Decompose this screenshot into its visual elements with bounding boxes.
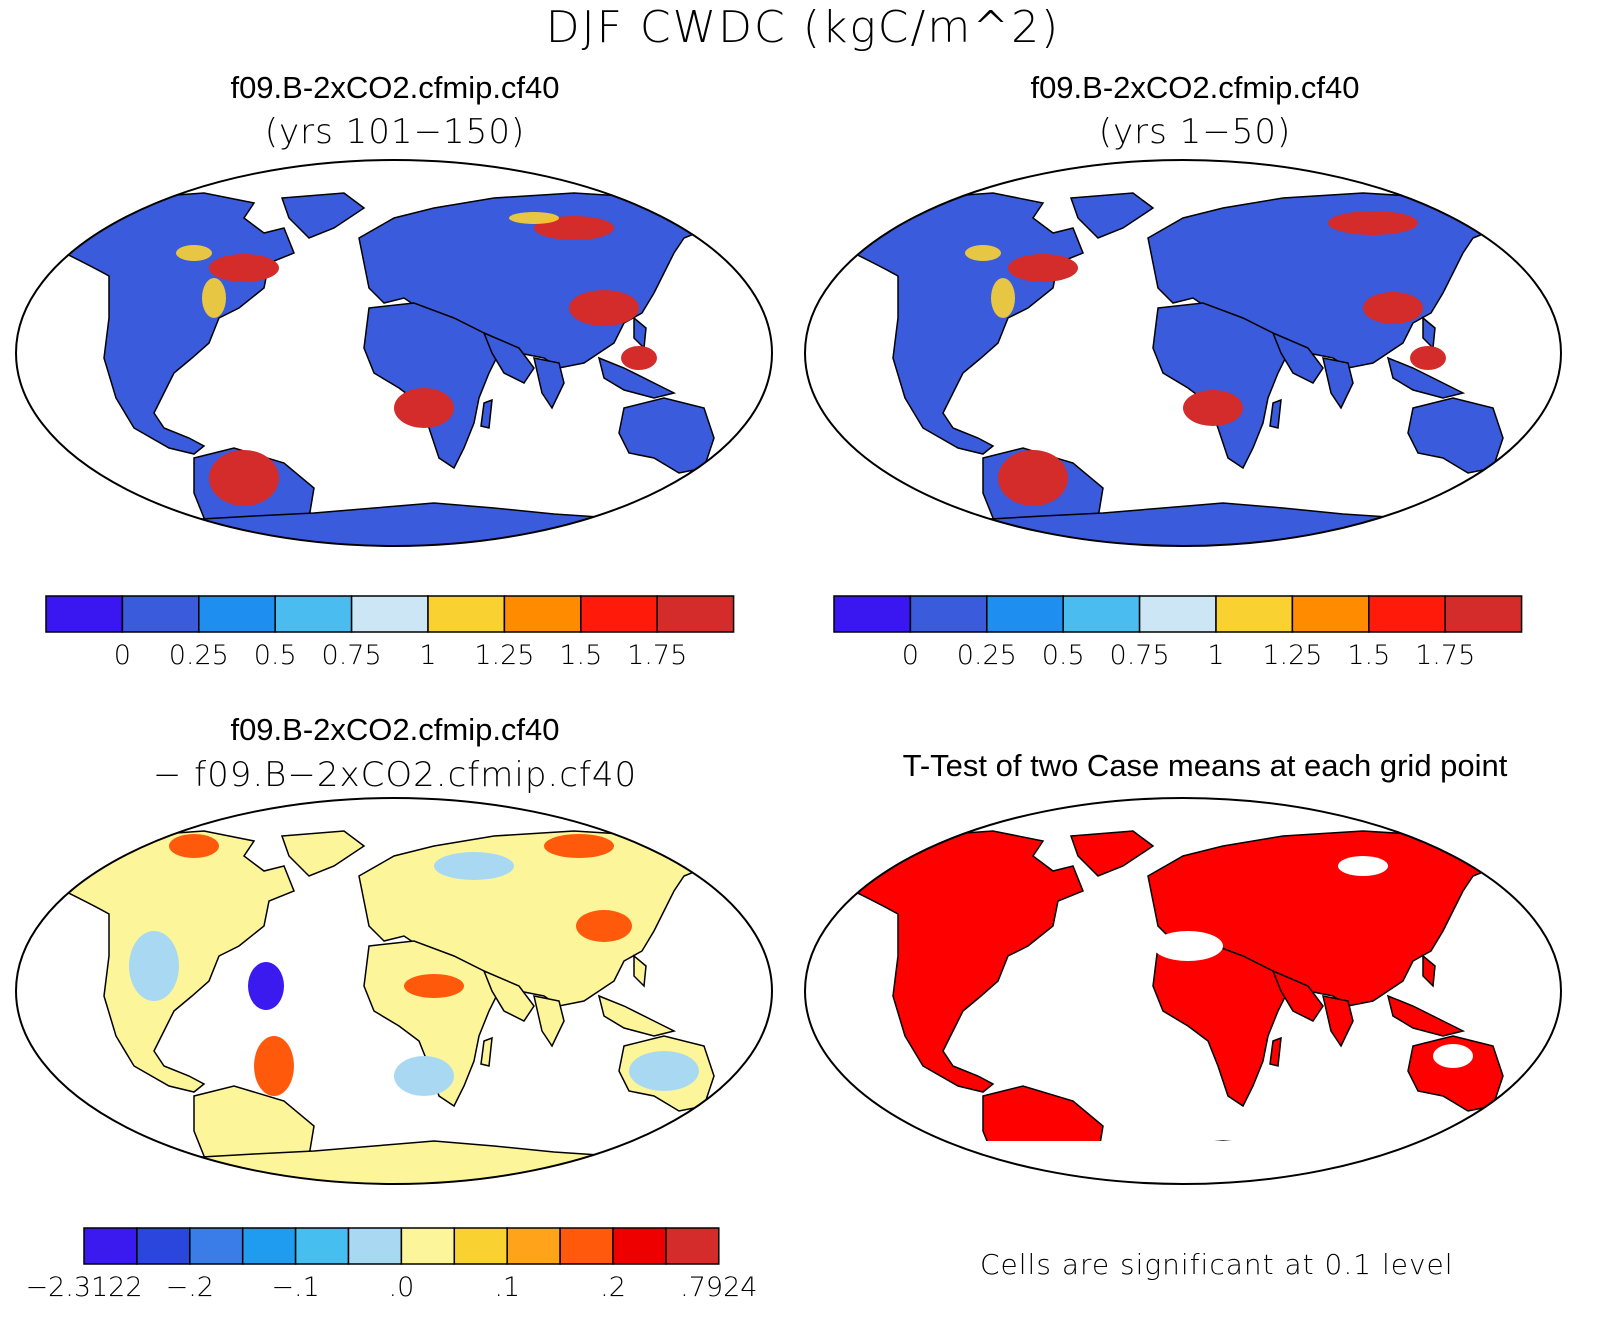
colorbar-tick-label: 1 — [419, 640, 436, 671]
colorbar-swatch — [274, 595, 353, 633]
map-bottom-right-significance — [804, 797, 1562, 1185]
colorbar-swatch — [986, 595, 1064, 633]
map-top-left — [15, 159, 773, 547]
colorbar-swatch — [833, 595, 912, 633]
colorbar-swatch — [506, 1227, 561, 1265]
panel-bl-minus-case: − f09.B−2xCO2.cfmip.cf40 — [152, 755, 638, 795]
colorbar-swatch — [1291, 595, 1370, 633]
colorbar-tick-label: 0.5 — [254, 640, 297, 671]
colorbar-swatch — [189, 1227, 244, 1265]
colorbar-tick-label: 1.75 — [1415, 640, 1475, 671]
colorbar-tick-label: 0 — [902, 640, 919, 671]
colorbar-tick-label: −.2 — [166, 1272, 214, 1303]
colorbar-tick-label: 0 — [114, 640, 131, 671]
map-bottom-left-difference — [15, 797, 773, 1185]
colorbar-tick-label: 1.5 — [559, 640, 602, 671]
colorbar-tick-label: .0 — [389, 1272, 415, 1303]
colorbar-tick-label: −2.3122 — [25, 1272, 142, 1303]
colorbar-swatch — [294, 1227, 350, 1265]
colorbar-swatch — [1368, 595, 1446, 633]
colorbar-swatch — [400, 1227, 456, 1265]
colorbar-swatch — [612, 1227, 667, 1265]
panel-bl-case-title: f09.B-2xCO2.cfmip.cf40 — [230, 712, 560, 747]
map-top-right — [804, 159, 1562, 547]
figure-title: DJF CWDC (kgC/m^2) — [545, 2, 1061, 53]
colorbar-swatch — [136, 1227, 191, 1265]
colorbar-swatch — [427, 595, 506, 633]
colorbar-tick-label: 0.75 — [322, 640, 382, 671]
colorbar-top-right: 0 0.25 0.5 0.75 1 1.25 1.5 1.75 — [833, 595, 1523, 671]
colorbar-swatch — [580, 595, 658, 633]
colorbar-tick-label: 0.25 — [957, 640, 1017, 671]
colorbar-swatch — [1215, 595, 1294, 633]
colorbar-swatch — [347, 1227, 403, 1265]
significant-cells — [822, 830, 1504, 1184]
high-cwdc-regions — [209, 216, 657, 546]
colorbar-tick-label: .7924 — [680, 1272, 757, 1303]
colorbar-swatch — [83, 1227, 138, 1265]
panel-tl-years: (yrs 101−150) — [264, 112, 526, 152]
colorbar-swatch — [350, 595, 429, 633]
colorbar-tick-label: 1.25 — [1262, 640, 1322, 671]
panel-tl-case-title: f09.B-2xCO2.cfmip.cf40 — [230, 70, 560, 105]
colorbar-tick-label: 0.25 — [169, 640, 229, 671]
colorbar-tick-label: −.1 — [271, 1272, 319, 1303]
colorbar-swatch — [1062, 595, 1141, 633]
colorbar-tick-label: 1.75 — [627, 640, 687, 671]
colorbar-tick-label: .2 — [600, 1272, 626, 1303]
colorbar-swatch — [198, 595, 276, 633]
colorbar-swatch — [121, 595, 200, 633]
colorbar-swatch — [1138, 595, 1217, 633]
colorbar-swatch — [45, 595, 124, 633]
panel-tr-case-title: f09.B-2xCO2.cfmip.cf40 — [1030, 70, 1360, 105]
colorbar-tick-label: 1.5 — [1347, 640, 1390, 671]
colorbar-tick-label: 0.5 — [1042, 640, 1085, 671]
colorbar-swatch — [1444, 595, 1523, 633]
colorbar-tick-label: 0.75 — [1110, 640, 1170, 671]
colorbar-swatch — [665, 1227, 720, 1265]
colorbar-swatch — [503, 595, 582, 633]
colorbar-tick-label: .1 — [494, 1272, 520, 1303]
colorbar-swatch — [241, 1227, 297, 1265]
colorbar-swatch — [909, 595, 988, 633]
colorbar-tick-label: 1 — [1207, 640, 1224, 671]
colorbar-swatch — [453, 1227, 508, 1265]
colorbar-top-left: 0 0.25 0.5 0.75 1 1.25 1.5 1.75 — [45, 595, 735, 671]
colorbar-difference: −2.3122 −.2 −.1 .0 .1 .2 .7924 — [25, 1227, 757, 1303]
colorbar-tick-label: 1.25 — [474, 640, 534, 671]
colorbar-swatch — [656, 595, 735, 633]
significance-note: Cells are significant at 0.1 level — [980, 1248, 1454, 1281]
colorbar-swatch — [559, 1227, 614, 1265]
panel-tr-years: (yrs 1−50) — [1098, 112, 1292, 152]
panel-br-title: T-Test of two Case means at each grid po… — [902, 748, 1508, 783]
